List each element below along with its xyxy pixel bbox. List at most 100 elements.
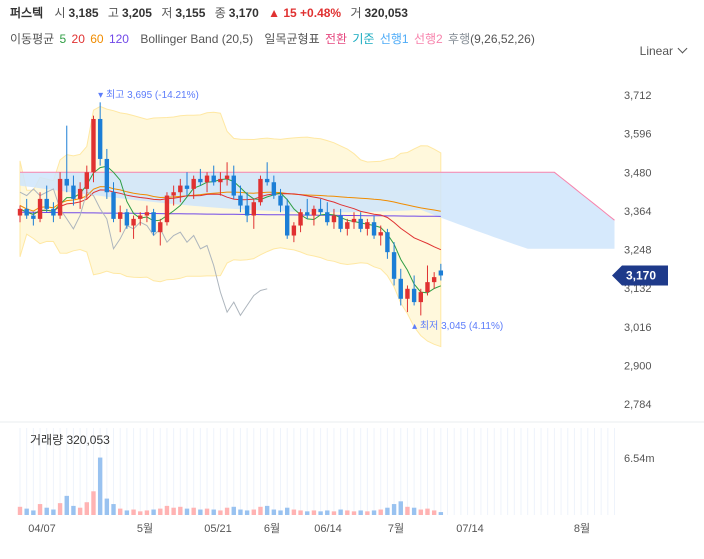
volume-bar — [231, 506, 236, 515]
volume-pane-label: 거래량 320,053 — [30, 433, 110, 447]
volume-bar — [104, 498, 110, 515]
low-value: 3,155 — [175, 6, 206, 20]
candle-body — [305, 212, 310, 216]
volume-bar — [37, 504, 43, 515]
candle-body — [431, 277, 437, 283]
candle-body — [24, 208, 29, 216]
stock-name: 퍼스텍 — [10, 6, 44, 20]
volume-bar — [144, 510, 150, 515]
ichimoku-span2[interactable]: 선행2 — [413, 32, 443, 46]
candle-body — [271, 182, 277, 196]
volume-bar — [345, 510, 350, 515]
ichimoku-conversion[interactable]: 전환 — [324, 32, 348, 46]
candle-body — [318, 208, 323, 213]
price-tick-label: 3,596 — [624, 129, 652, 141]
ma-60[interactable]: 60 — [90, 32, 104, 46]
volume-bar — [184, 508, 190, 515]
price-tick-label: 2,784 — [624, 399, 652, 411]
volume-bar — [431, 510, 437, 515]
ichimoku-params: (9,26,52,26) — [470, 32, 535, 46]
volume-bar — [178, 506, 183, 515]
volume-bar — [77, 507, 83, 515]
candle-body — [291, 225, 297, 236]
volume-bar — [391, 504, 397, 515]
ichimoku-span1[interactable]: 선행1 — [379, 32, 409, 46]
date-tick-label: 5월 — [137, 522, 153, 535]
volume-bar — [218, 510, 223, 515]
volume-bar — [64, 495, 69, 515]
volume-value: 320,053 — [364, 6, 408, 20]
date-tick-label: 05/21 — [204, 523, 232, 535]
volume-bar — [331, 511, 337, 515]
bollinger-label[interactable]: Bollinger Band (20,5) — [140, 32, 254, 46]
candle-body — [311, 208, 317, 216]
ichimoku-cloud — [20, 172, 615, 249]
candle-body — [371, 222, 377, 236]
volume-bar — [311, 510, 317, 515]
volume-bar — [411, 507, 417, 515]
candle-body — [118, 212, 123, 219]
ma-label[interactable]: 이동평균 — [10, 32, 55, 46]
scale-dropdown[interactable]: Linear — [639, 43, 688, 58]
ichimoku-label[interactable]: 일목균형표 — [264, 32, 320, 46]
candle-body — [84, 172, 89, 189]
volume-bar — [211, 509, 216, 515]
volume-bar — [111, 504, 116, 515]
volume-bar — [118, 508, 123, 515]
ichimoku-lagging[interactable]: 후행 — [448, 32, 471, 46]
volume-bar — [385, 507, 390, 515]
ma-5[interactable]: 5 — [59, 32, 67, 46]
candle-body — [191, 178, 196, 189]
ma-20[interactable]: 20 — [71, 32, 85, 46]
ichimoku-base[interactable]: 기준 — [352, 32, 375, 46]
last-price-label: 3,170 — [626, 268, 656, 282]
volume-bar — [158, 508, 163, 515]
ma-20-line — [19, 189, 442, 251]
volume-bar — [318, 511, 323, 515]
open-value: 3,185 — [68, 6, 99, 20]
volume-bar — [84, 502, 89, 515]
candle-body — [351, 218, 357, 223]
candle-body — [97, 118, 103, 159]
volume-bar — [17, 506, 23, 515]
candle-body — [111, 192, 116, 219]
candle-body — [218, 178, 223, 183]
volume-bar — [365, 511, 370, 515]
volume-bar — [271, 509, 277, 515]
candle-body — [144, 212, 150, 216]
volume-bar — [97, 457, 103, 515]
volume-bar — [438, 512, 444, 515]
price-tick-label: 3,248 — [624, 245, 652, 257]
volume-bar — [44, 507, 49, 515]
volume-bar — [124, 510, 130, 515]
candle-body — [378, 232, 383, 236]
candle-body — [138, 215, 143, 219]
volume-bar — [285, 507, 290, 515]
volume-bar — [224, 507, 230, 515]
candle-body — [345, 222, 350, 229]
candle-body — [44, 198, 49, 209]
candle-body — [71, 185, 76, 199]
ma-120[interactable]: 120 — [108, 32, 129, 46]
date-tick-label: 07/14 — [456, 523, 484, 535]
volume-bar — [405, 506, 410, 515]
candle-body — [131, 218, 136, 226]
candle-body — [91, 118, 96, 173]
candle-body — [17, 208, 23, 216]
volume-bar — [338, 509, 343, 515]
candle-body — [104, 158, 110, 193]
candle-body — [251, 202, 256, 216]
volume-bar — [57, 503, 63, 515]
scale-label: Linear — [639, 44, 673, 58]
candle-body — [244, 205, 250, 216]
volume-bar — [51, 509, 56, 515]
ichimoku-span2-line — [20, 171, 615, 221]
volume-bar — [191, 507, 196, 515]
volume-bar — [425, 508, 430, 515]
volume-bar — [278, 510, 283, 515]
volume-bar — [71, 505, 76, 515]
candle-body — [425, 282, 430, 293]
candle-body — [64, 178, 69, 186]
high-value: 3,205 — [121, 6, 152, 20]
